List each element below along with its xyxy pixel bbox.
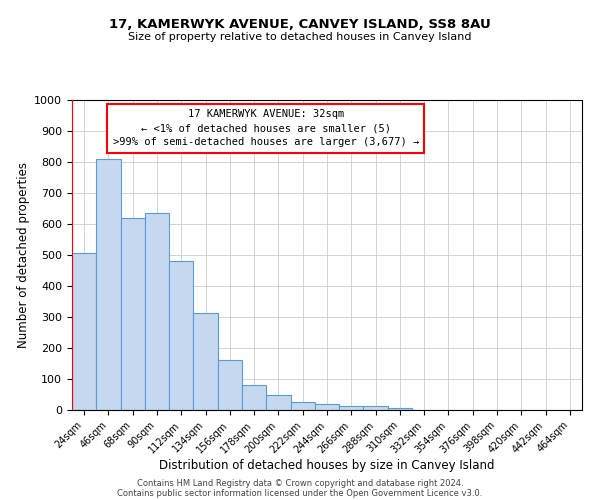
Y-axis label: Number of detached properties: Number of detached properties: [17, 162, 30, 348]
Bar: [315, 404, 339, 410]
X-axis label: Distribution of detached houses by size in Canvey Island: Distribution of detached houses by size …: [159, 459, 495, 472]
Text: Contains HM Land Registry data © Crown copyright and database right 2024.: Contains HM Land Registry data © Crown c…: [137, 478, 463, 488]
Bar: [145, 213, 169, 410]
Text: Size of property relative to detached houses in Canvey Island: Size of property relative to detached ho…: [128, 32, 472, 42]
Bar: [96, 159, 121, 410]
Bar: [339, 406, 364, 410]
Bar: [266, 395, 290, 410]
Text: 17, KAMERWYK AVENUE, CANVEY ISLAND, SS8 8AU: 17, KAMERWYK AVENUE, CANVEY ISLAND, SS8 …: [109, 18, 491, 30]
Text: 17 KAMERWYK AVENUE: 32sqm
← <1% of detached houses are smaller (5)
>99% of semi-: 17 KAMERWYK AVENUE: 32sqm ← <1% of detac…: [113, 110, 419, 148]
Bar: [242, 385, 266, 410]
Bar: [121, 218, 145, 410]
Bar: [72, 254, 96, 410]
Bar: [364, 406, 388, 410]
Bar: [193, 313, 218, 410]
Bar: [169, 261, 193, 410]
Bar: [218, 360, 242, 410]
Bar: [388, 408, 412, 410]
Bar: [290, 402, 315, 410]
Text: Contains public sector information licensed under the Open Government Licence v3: Contains public sector information licen…: [118, 488, 482, 498]
